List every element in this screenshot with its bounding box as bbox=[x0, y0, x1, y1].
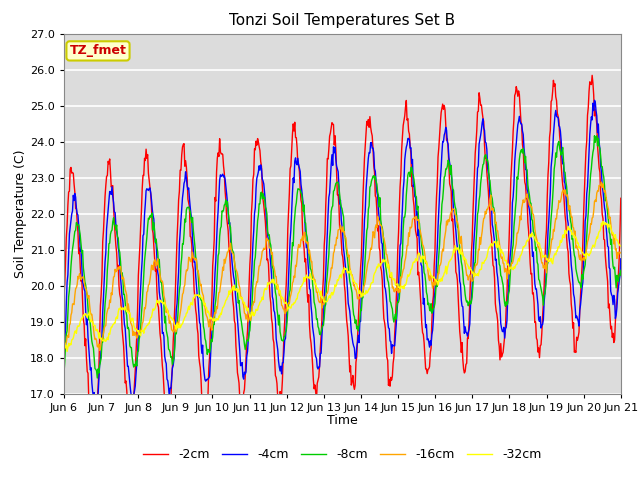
-8cm bbox=[185, 204, 193, 210]
-4cm bbox=[411, 194, 419, 200]
-2cm bbox=[588, 72, 596, 78]
-8cm bbox=[93, 375, 101, 381]
-8cm bbox=[70, 235, 78, 240]
-16cm bbox=[428, 275, 435, 281]
Text: TZ_fmet: TZ_fmet bbox=[70, 44, 127, 58]
Line: -16cm: -16cm bbox=[64, 182, 621, 350]
-16cm bbox=[60, 343, 68, 349]
-4cm bbox=[591, 97, 598, 103]
Line: -2cm: -2cm bbox=[64, 75, 621, 432]
Line: -4cm: -4cm bbox=[64, 100, 621, 405]
-4cm bbox=[128, 394, 136, 399]
-16cm bbox=[70, 302, 78, 308]
-2cm bbox=[617, 195, 625, 201]
-8cm bbox=[428, 301, 435, 307]
-8cm bbox=[214, 253, 222, 259]
-32cm bbox=[128, 315, 136, 321]
Title: Tonzi Soil Temperatures Set B: Tonzi Soil Temperatures Set B bbox=[229, 13, 456, 28]
-4cm bbox=[91, 402, 99, 408]
-16cm bbox=[185, 254, 193, 260]
-32cm bbox=[185, 303, 193, 309]
-8cm bbox=[128, 354, 136, 360]
-2cm bbox=[90, 429, 98, 434]
-16cm bbox=[411, 214, 419, 220]
-32cm bbox=[411, 259, 419, 265]
Y-axis label: Soil Temperature (C): Soil Temperature (C) bbox=[14, 149, 28, 278]
Line: -32cm: -32cm bbox=[64, 221, 621, 351]
-4cm bbox=[617, 256, 625, 262]
-2cm bbox=[185, 200, 193, 206]
-2cm bbox=[411, 217, 419, 223]
-4cm bbox=[60, 358, 68, 363]
-32cm bbox=[63, 348, 71, 354]
-16cm bbox=[617, 250, 625, 256]
-32cm bbox=[71, 328, 79, 334]
Legend: -2cm, -4cm, -8cm, -16cm, -32cm: -2cm, -4cm, -8cm, -16cm, -32cm bbox=[138, 443, 547, 466]
-32cm bbox=[60, 338, 68, 344]
-16cm bbox=[96, 348, 104, 353]
-16cm bbox=[598, 180, 605, 185]
-2cm bbox=[70, 181, 78, 187]
-2cm bbox=[428, 346, 435, 351]
-4cm bbox=[428, 342, 435, 348]
-2cm bbox=[214, 150, 222, 156]
-4cm bbox=[185, 185, 193, 191]
-32cm bbox=[214, 317, 222, 323]
-8cm bbox=[411, 184, 419, 190]
-2cm bbox=[128, 408, 136, 413]
-16cm bbox=[128, 324, 136, 329]
-8cm bbox=[591, 133, 598, 139]
X-axis label: Time: Time bbox=[327, 414, 358, 427]
-32cm bbox=[617, 243, 625, 249]
-8cm bbox=[617, 267, 625, 273]
Line: -8cm: -8cm bbox=[64, 136, 621, 378]
-16cm bbox=[214, 297, 222, 302]
-32cm bbox=[599, 218, 607, 224]
-32cm bbox=[428, 273, 435, 278]
-2cm bbox=[60, 291, 68, 297]
-8cm bbox=[60, 370, 68, 376]
-4cm bbox=[214, 208, 222, 214]
-4cm bbox=[70, 198, 78, 204]
